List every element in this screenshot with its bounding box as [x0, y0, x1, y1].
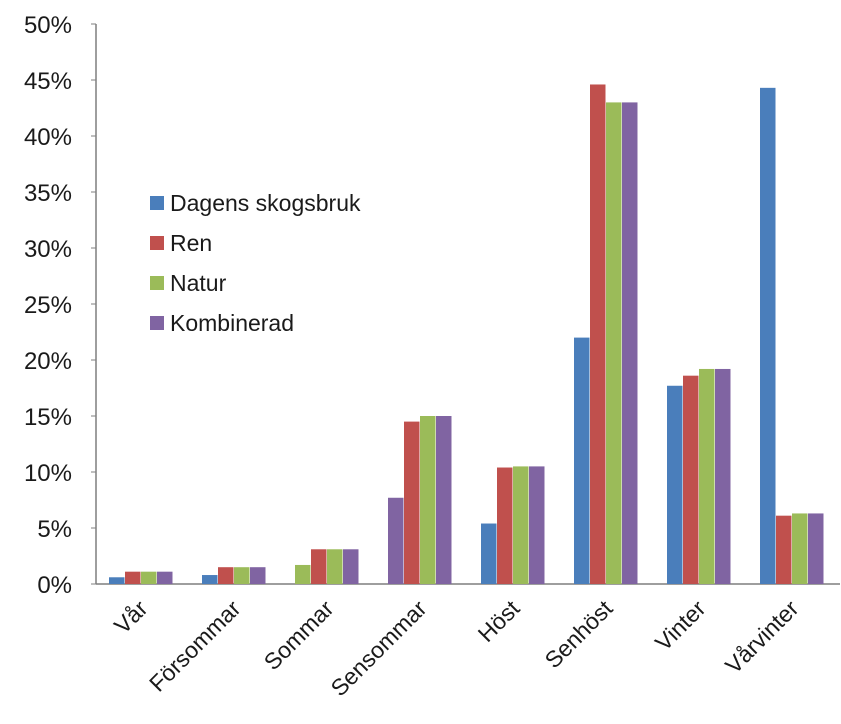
y-tick-label: 45%	[24, 68, 72, 95]
y-tick-label: 10%	[24, 460, 72, 487]
legend-swatch	[150, 196, 164, 210]
x-category-label: Vårvinter	[720, 595, 804, 679]
bar-kombinerad	[808, 513, 824, 584]
bar-ren	[590, 84, 606, 584]
bar-natur	[699, 368, 715, 584]
bar-dagens-skogsbruk	[574, 337, 590, 584]
y-tick-label: 20%	[24, 348, 72, 375]
bar-ren	[311, 549, 327, 584]
bar-natur	[234, 567, 250, 584]
y-tick-label: 0%	[37, 572, 72, 599]
y-tick-label: 15%	[24, 404, 72, 431]
legend-label: Kombinerad	[170, 310, 294, 336]
bar-dagens-skogsbruk	[109, 577, 125, 584]
legend-label: Ren	[170, 230, 212, 256]
bar-kombinerad	[715, 368, 731, 584]
bar-natur	[513, 466, 529, 584]
bar-ren	[683, 375, 699, 584]
y-tick-label: 25%	[24, 292, 72, 319]
bar-kombinerad	[250, 567, 266, 584]
bar-ren	[497, 467, 513, 584]
y-tick-label: 5%	[37, 516, 72, 543]
bar-ren	[125, 571, 141, 584]
bar-dagens-skogsbruk	[760, 87, 776, 584]
bar-kombinerad	[436, 416, 452, 584]
bar-dagens-skogsbruk	[295, 564, 311, 584]
bar-natur	[327, 549, 343, 584]
bar-kombinerad	[622, 102, 638, 585]
bar-natur	[792, 513, 808, 584]
bar-natur	[141, 571, 157, 584]
bar-dagens-skogsbruk	[202, 575, 218, 584]
y-tick-label: 40%	[24, 124, 72, 151]
bar-ren	[404, 421, 420, 584]
x-category-label: Vår	[109, 595, 153, 639]
legend-label: Natur	[170, 270, 227, 296]
bar-ren	[776, 515, 792, 584]
bar-dagens-skogsbruk	[667, 385, 683, 584]
bar-kombinerad	[343, 549, 359, 584]
legend-swatch	[150, 276, 164, 290]
y-tick-label: 35%	[24, 180, 72, 207]
bar-ren	[218, 567, 234, 584]
legend-label: Dagens skogsbruk	[170, 190, 361, 216]
bar-natur	[420, 416, 436, 584]
legend-swatch	[150, 316, 164, 330]
x-category-label: Sensommar	[325, 595, 431, 701]
bar-kombinerad	[529, 466, 545, 584]
legend: Dagens skogsbruk Ren Natur Kombinerad	[150, 190, 361, 336]
bar-natur	[606, 102, 622, 585]
bar-kombinerad	[157, 571, 173, 584]
bar-dagens-skogsbruk	[388, 497, 404, 584]
bars	[109, 84, 824, 585]
x-category-label: Sommar	[259, 595, 339, 675]
legend-swatch	[150, 236, 164, 250]
labels: 0% 5% 10% 15% 20% 25% 30% 35% 40% 45% 50% VårFörsom…	[24, 12, 804, 701]
x-category-label: Försommar	[144, 595, 246, 697]
y-tick-label: 50%	[24, 12, 72, 39]
bar-dagens-skogsbruk	[481, 523, 497, 584]
y-tick-label: 30%	[24, 236, 72, 263]
x-category-label: Senhöst	[539, 595, 617, 673]
x-category-label: Höst	[473, 595, 525, 647]
x-category-label: Vinter	[650, 595, 711, 656]
